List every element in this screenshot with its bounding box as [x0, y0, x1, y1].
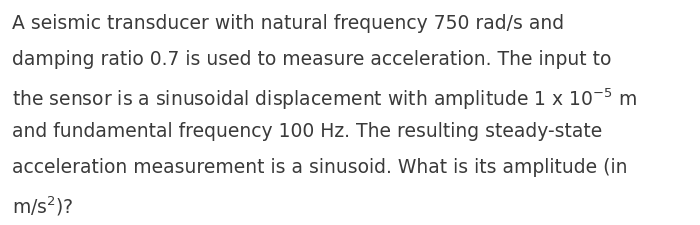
Text: A seismic transducer with natural frequency 750 rad/s and: A seismic transducer with natural freque…: [12, 14, 564, 33]
Text: acceleration measurement is a sinusoid. What is its amplitude (in: acceleration measurement is a sinusoid. …: [12, 157, 627, 176]
Text: m/s$^{2}$)?: m/s$^{2}$)?: [12, 193, 74, 216]
Text: damping ratio 0.7 is used to measure acceleration. The input to: damping ratio 0.7 is used to measure acc…: [12, 50, 611, 69]
Text: the sensor is a sinusoidal displacement with amplitude 1 x 10$^{-5}$ m: the sensor is a sinusoidal displacement …: [12, 86, 637, 111]
Text: and fundamental frequency 100 Hz. The resulting steady-state: and fundamental frequency 100 Hz. The re…: [12, 122, 602, 140]
